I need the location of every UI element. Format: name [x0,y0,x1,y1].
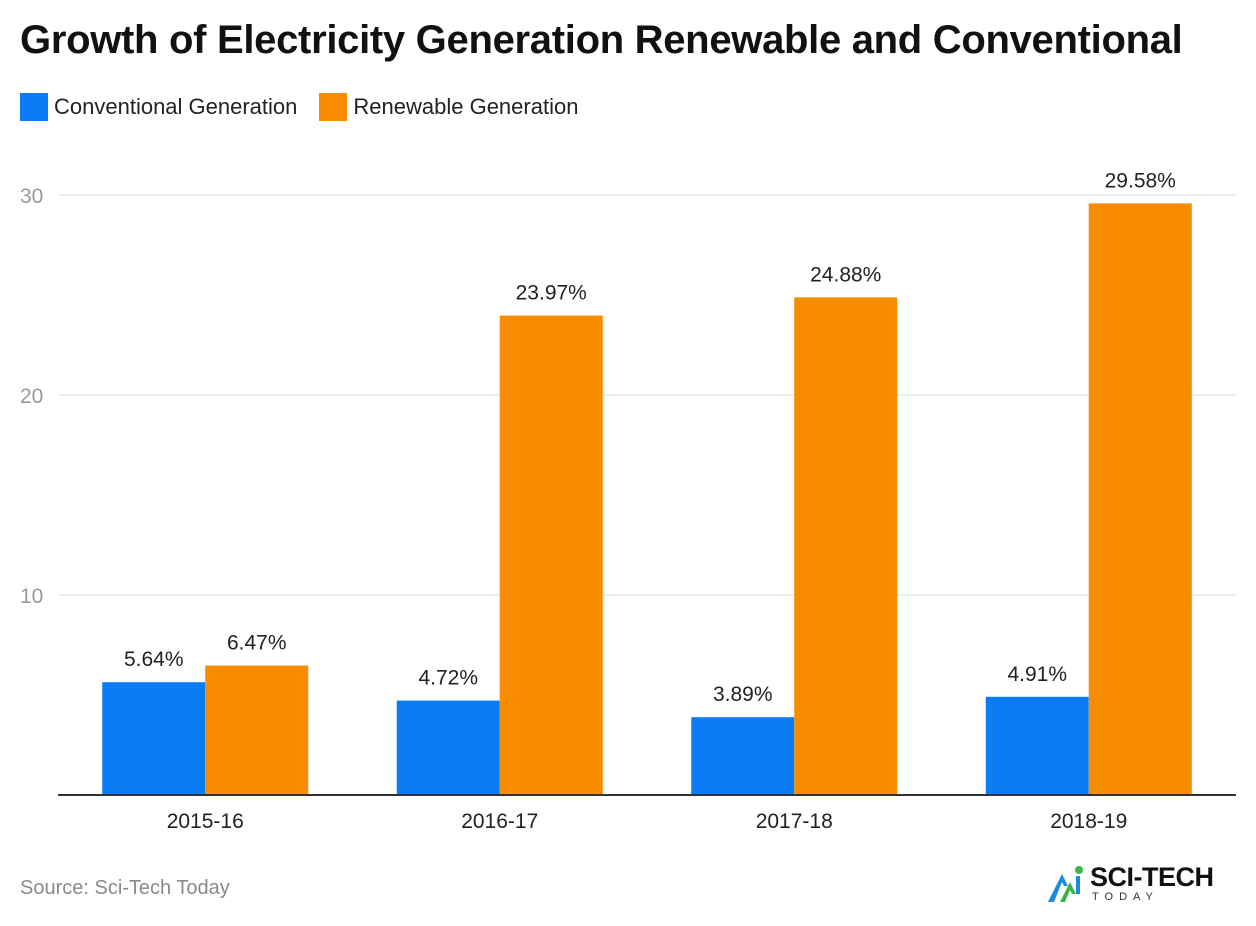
bar-renewable-2018-19[interactable] [1088,203,1192,795]
sci-tech-logo-icon [1048,866,1083,902]
y-axis-ticks: 10 20 30 [20,185,43,608]
bar-conventional-2015-16[interactable] [102,682,206,795]
bar-chart: 10 20 30 5.64% 6.47% 4.72% 23.97% 3.89% 24.88% 4… [20,169,1236,833]
source-note: Source: Sci-Tech Today [20,877,230,899]
bar-conventional-2016-17[interactable] [396,700,500,795]
x-axis-ticks: 2015-16 2016-17 2017-18 2018-19 [167,810,1128,833]
legend-swatch-renewable [319,93,348,121]
x-tick-label-2017-18: 2017-18 [756,810,833,833]
brand-subtitle: TODAY [1092,890,1159,903]
brand-name: SCI-TECH [1090,861,1214,892]
y-tick-label: 20 [20,385,43,408]
brand-text: SCI-TECH TODAY [1090,861,1214,903]
y-tick-label: 10 [20,585,43,608]
legend-label-conventional: Conventional Generation [54,94,298,119]
bar-renewable-2017-18[interactable] [794,297,898,795]
bar-conventional-2017-18[interactable] [691,717,795,795]
grid-lines [58,194,1236,596]
x-tick-label-2018-19: 2018-19 [1050,810,1127,833]
bar-data-labels: 5.64% 6.47% 4.72% 23.97% 3.89% 24.88% 4.91% 29.… [124,169,1176,706]
chart-title: Growth of Electricity Generation Renewab… [20,18,1183,62]
bar-conventional-2018-19[interactable] [985,696,1089,795]
data-label-conventional-2016-17: 4.72% [418,667,478,690]
legend: Conventional Generation Renewable Genera… [20,93,600,121]
bar-renewable-2016-17[interactable] [499,315,603,795]
legend-item-conventional[interactable]: Conventional Generation [20,93,297,121]
legend-label-renewable: Renewable Generation [353,94,579,119]
data-label-renewable-2017-18: 24.88% [810,263,881,286]
legend-swatch-conventional [20,93,48,121]
data-label-conventional-2018-19: 4.91% [1007,663,1067,686]
legend-item-renewable[interactable]: Renewable Generation [319,93,578,121]
bar-renewable-2015-16[interactable] [205,665,309,795]
data-label-renewable-2018-19: 29.58% [1105,169,1176,192]
x-tick-label-2016-17: 2016-17 [461,810,538,833]
data-label-conventional-2015-16: 5.64% [124,648,184,671]
bars [102,203,1192,795]
data-label-renewable-2016-17: 23.97% [516,282,587,305]
x-tick-label-2015-16: 2015-16 [167,810,244,833]
data-label-conventional-2017-18: 3.89% [713,683,773,706]
data-label-renewable-2015-16: 6.47% [227,632,287,655]
brand-logo: SCI-TECH TODAY [1046,862,1214,904]
y-tick-label: 30 [20,185,43,208]
